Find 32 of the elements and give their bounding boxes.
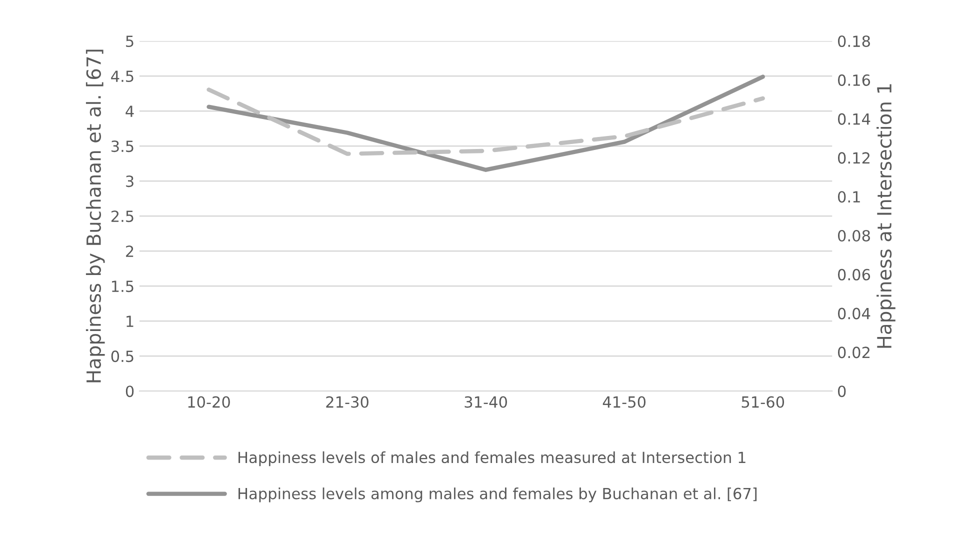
x-tick-label: 41-50 <box>602 396 646 408</box>
y-tick-label: 0 <box>126 386 134 398</box>
line-series <box>206 74 765 172</box>
y-tick-label: 3.5 <box>111 140 134 152</box>
x-tick-label: 31-40 <box>464 396 507 408</box>
line-series <box>206 88 765 156</box>
y-tick-label: 1 <box>126 316 134 327</box>
y2-tick-label: 0.14 <box>838 113 870 125</box>
y2-tick-label: 0.18 <box>838 35 870 48</box>
x-tick-label: 10-20 <box>188 396 230 408</box>
y-axis-title: Happiness by Buchanan et al. [67] <box>86 50 105 382</box>
y2-axis-title: Happiness at Intersection 1 <box>876 84 896 348</box>
y2-tick-label: 0.16 <box>838 74 870 86</box>
y2-tick-label: 0.02 <box>838 346 870 358</box>
y-tick-label: 2.5 <box>111 210 134 222</box>
y-tick-label: 1.5 <box>112 280 134 292</box>
y-tick-label: 5 <box>126 36 134 48</box>
y-tick-label: 2 <box>126 246 134 257</box>
legend-label: Happiness levels among males and females by Buchanan et al. [67] <box>238 488 757 502</box>
y2-tick-label: 0.06 <box>838 268 870 280</box>
y2-tick-label: 0.08 <box>838 230 870 242</box>
y2-tick-label: 0.1 <box>838 191 860 203</box>
x-tick-label: 51-60 <box>742 396 784 408</box>
x-tick-label: 21-30 <box>326 396 368 408</box>
legend-label: Happiness levels of males and females measured at Intersection 1 <box>238 451 746 466</box>
y2-tick-label: 0 <box>838 386 846 398</box>
y-tick-label: 4 <box>126 106 134 117</box>
y2-tick-label: 0.12 <box>838 152 870 164</box>
y-tick-label: 0.5 <box>111 350 134 362</box>
y-tick-label: 3 <box>126 176 134 188</box>
y-tick-label: 4.5 <box>111 70 134 82</box>
y2-tick-label: 0.04 <box>838 308 870 320</box>
